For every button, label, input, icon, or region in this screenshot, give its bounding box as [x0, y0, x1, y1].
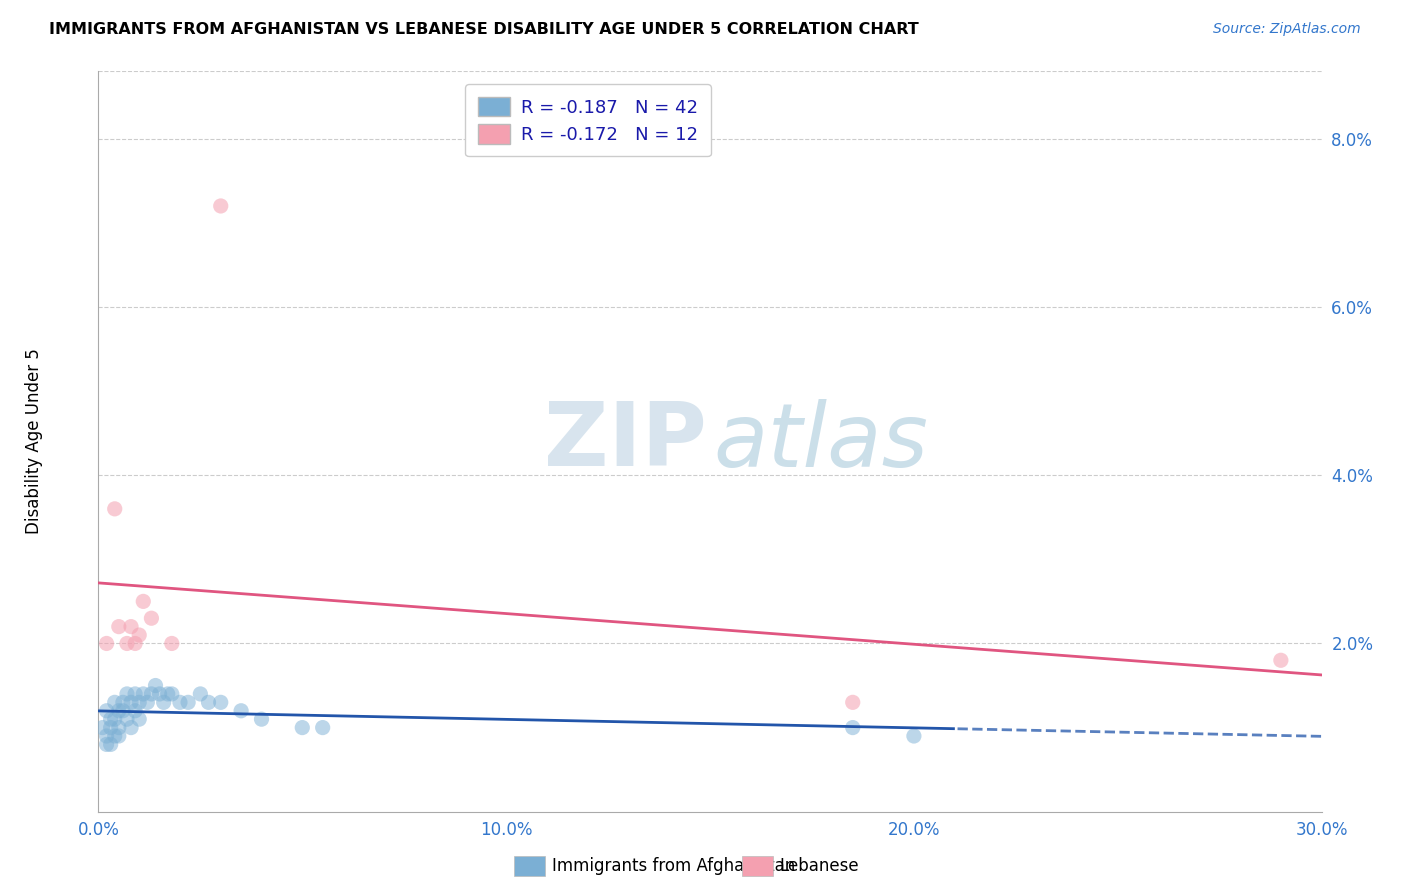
Point [100, 712, 122, 726]
Point [156, 687, 179, 701]
Point [115, 636, 138, 650]
Text: atlas: atlas [714, 399, 928, 484]
Point [291, 721, 314, 735]
Point [120, 619, 142, 633]
Point [141, 611, 163, 625]
Point [312, 721, 335, 735]
Point [108, 619, 131, 633]
Point [132, 594, 155, 608]
Point [197, 695, 219, 709]
Point [188, 687, 212, 701]
Point [124, 636, 146, 650]
Point [104, 695, 127, 709]
Point [115, 712, 138, 726]
Point [91, 721, 114, 735]
Point [141, 687, 163, 701]
Point [128, 628, 150, 642]
Point [841, 721, 863, 735]
Point [111, 704, 134, 718]
Point [128, 712, 150, 726]
Point [96, 636, 118, 650]
Point [209, 695, 232, 709]
Point [100, 738, 122, 752]
Point [149, 687, 172, 701]
Text: ZIP: ZIP [544, 398, 706, 485]
Point [96, 729, 118, 743]
Point [136, 695, 159, 709]
Point [108, 721, 131, 735]
Point [124, 687, 146, 701]
Text: Immigrants from Afghanistan: Immigrants from Afghanistan [551, 857, 796, 875]
Point [1270, 653, 1292, 667]
Point [96, 738, 118, 752]
Point [111, 695, 134, 709]
Point [132, 687, 155, 701]
Point [841, 695, 863, 709]
Point [96, 704, 118, 718]
Point [209, 199, 232, 213]
Point [108, 704, 131, 718]
Point [104, 501, 127, 516]
Point [169, 695, 191, 709]
Point [145, 679, 167, 693]
Point [128, 695, 150, 709]
Point [108, 729, 131, 743]
Point [231, 704, 253, 718]
Point [100, 721, 122, 735]
Point [160, 636, 183, 650]
Point [120, 695, 142, 709]
Point [104, 729, 127, 743]
Text: IMMIGRANTS FROM AFGHANISTAN VS LEBANESE DISABILITY AGE UNDER 5 CORRELATION CHART: IMMIGRANTS FROM AFGHANISTAN VS LEBANESE … [49, 22, 920, 37]
Legend: R = -0.187   N = 42, R = -0.172   N = 12: R = -0.187 N = 42, R = -0.172 N = 12 [465, 84, 710, 156]
Point [124, 704, 146, 718]
Point [152, 695, 174, 709]
Point [903, 729, 925, 743]
Point [104, 712, 127, 726]
Point [250, 712, 273, 726]
Text: Source: ZipAtlas.com: Source: ZipAtlas.com [1213, 22, 1361, 37]
Text: Lebanese: Lebanese [780, 857, 859, 875]
Point [120, 721, 142, 735]
Point [177, 695, 200, 709]
Point [160, 687, 183, 701]
Point [115, 687, 138, 701]
Y-axis label: Disability Age Under 5: Disability Age Under 5 [25, 349, 42, 534]
